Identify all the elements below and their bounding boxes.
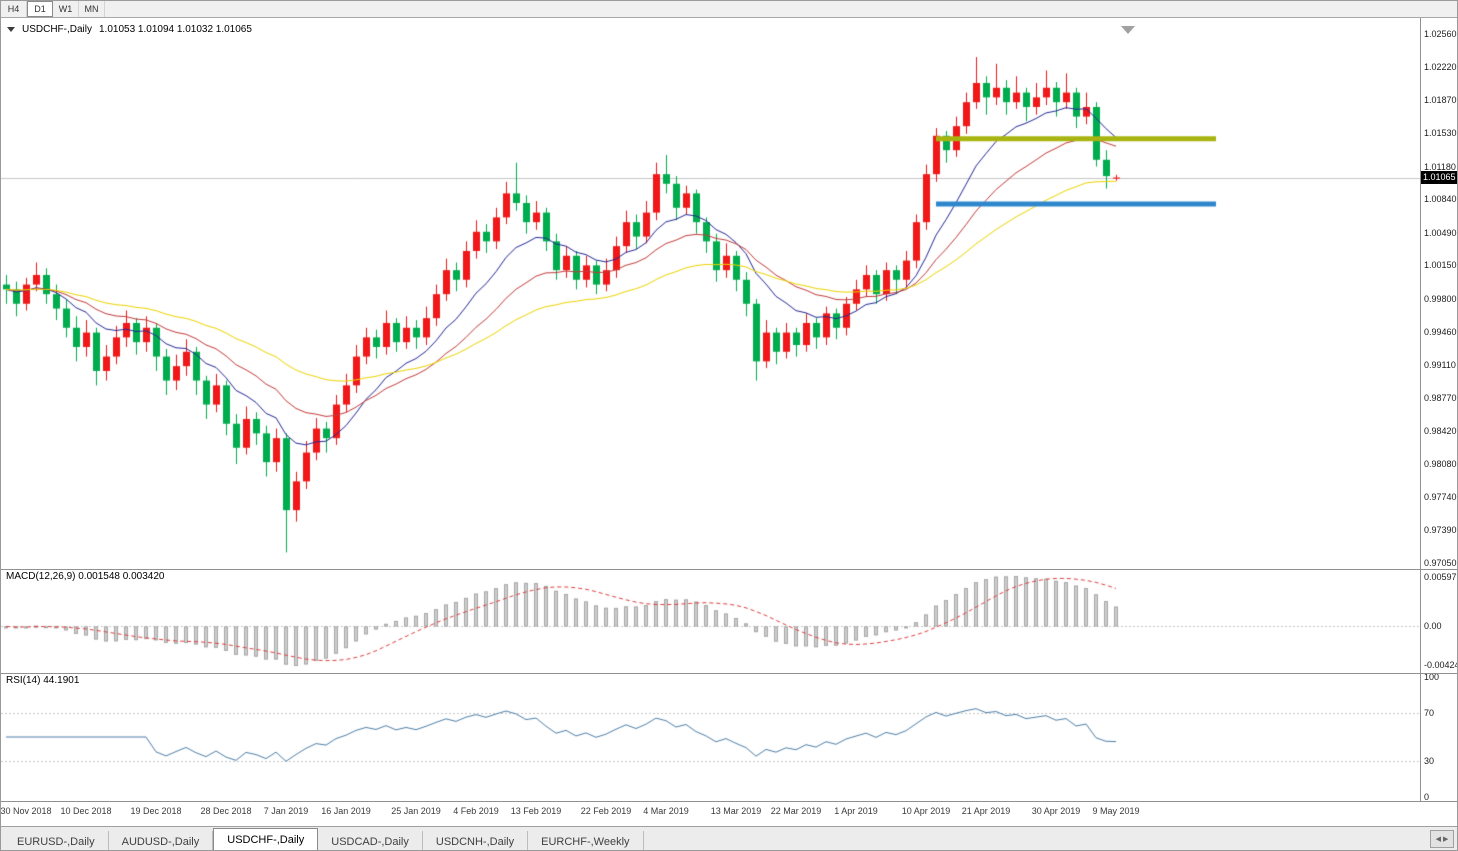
ohlc-values: 1.01053 1.01094 1.01032 1.01065 bbox=[99, 24, 252, 35]
date-axis-label: 25 Jan 2019 bbox=[391, 806, 441, 816]
timeframe-toolbar: H4 D1 W1 MN bbox=[1, 1, 1457, 18]
timeframe-button-mn[interactable]: MN bbox=[79, 1, 105, 17]
rsi-axis-tick: 70 bbox=[1424, 708, 1435, 718]
rsi-axis-tick: 0 bbox=[1424, 792, 1430, 802]
chart-symbol-label: USDCHF-,Daily 1.01053 1.01094 1.01032 1.… bbox=[7, 24, 252, 35]
price-axis-tick: 0.98080 bbox=[1424, 459, 1457, 469]
collapse-triangle-icon[interactable] bbox=[7, 27, 15, 32]
price-axis-tick: 1.01180 bbox=[1424, 162, 1456, 172]
chart-tab-usdchf[interactable]: USDCHF-,Daily bbox=[213, 828, 319, 850]
date-axis-label: 4 Mar 2019 bbox=[643, 806, 689, 816]
current-price-badge: 1.01065 bbox=[1421, 171, 1457, 184]
rsi-axis-tick: 100 bbox=[1424, 672, 1440, 682]
symbol-name: USDCHF-,Daily bbox=[22, 24, 92, 35]
date-axis-label: 10 Dec 2018 bbox=[60, 806, 112, 816]
chart-tab-eurchf[interactable]: EURCHF-,Weekly bbox=[528, 831, 644, 850]
rsi-indicator-label: RSI(14) 44.1901 bbox=[6, 675, 80, 686]
timeframe-button-h4[interactable]: H4 bbox=[1, 1, 27, 17]
price-axis-tick: 0.99460 bbox=[1424, 327, 1457, 337]
macd-indicator-label: MACD(12,26,9) 0.001548 0.003420 bbox=[6, 571, 165, 582]
tab-scroll-left-icon[interactable]: ◀ bbox=[1435, 836, 1441, 843]
tab-scroll-right-icon[interactable]: ▶ bbox=[1443, 836, 1449, 843]
date-axis-label: 13 Mar 2019 bbox=[710, 806, 762, 816]
price-axis-tick: 0.97740 bbox=[1424, 492, 1457, 502]
date-axis-label: 30 Nov 2018 bbox=[0, 806, 52, 816]
macd-axis-tick: 0.00597 bbox=[1424, 572, 1457, 582]
date-axis-label: 13 Feb 2019 bbox=[510, 806, 562, 816]
macd-panel-divider[interactable] bbox=[1, 569, 1457, 570]
rsi-axis-tick: 30 bbox=[1424, 756, 1435, 766]
chart-tab-usdcad[interactable]: USDCAD-,Daily bbox=[318, 831, 423, 850]
price-axis-tick: 0.97050 bbox=[1424, 558, 1457, 568]
price-axis-tick: 0.98770 bbox=[1424, 393, 1457, 403]
date-axis-label: 22 Mar 2019 bbox=[770, 806, 822, 816]
chart-canvas[interactable] bbox=[1, 18, 1420, 801]
price-axis-tick: 1.00490 bbox=[1424, 228, 1457, 238]
date-axis-label: 19 Dec 2018 bbox=[130, 806, 182, 816]
chart-tab-bar: EURUSD-,Daily AUDUSD-,Daily USDCHF-,Daily U… bbox=[1, 826, 1457, 850]
date-axis-label: 10 Apr 2019 bbox=[901, 806, 951, 816]
date-axis-label: 9 May 2019 bbox=[1092, 806, 1140, 816]
price-axis-tick: 1.00150 bbox=[1424, 260, 1457, 270]
date-axis-label: 30 Apr 2019 bbox=[1031, 806, 1081, 816]
macd-axis-tick: 0.00 bbox=[1424, 621, 1442, 631]
price-axis-separator bbox=[1420, 18, 1421, 801]
date-axis-label: 22 Feb 2019 bbox=[580, 806, 632, 816]
timeframe-button-d1[interactable]: D1 bbox=[27, 1, 53, 17]
date-axis-label: 1 Apr 2019 bbox=[834, 806, 878, 816]
price-axis-tick: 0.99110 bbox=[1424, 360, 1456, 370]
macd-axis-tick: -0.00424 bbox=[1424, 660, 1458, 670]
date-axis-label: 16 Jan 2019 bbox=[321, 806, 371, 816]
price-axis-tick: 0.98420 bbox=[1424, 426, 1457, 436]
chart-tab-eurusd[interactable]: EURUSD-,Daily bbox=[4, 831, 109, 850]
price-axis-tick: 1.02220 bbox=[1424, 62, 1457, 72]
chart-tab-audusd[interactable]: AUDUSD-,Daily bbox=[108, 831, 214, 850]
rsi-panel-divider[interactable] bbox=[1, 673, 1457, 674]
date-axis-label: 7 Jan 2019 bbox=[263, 806, 309, 816]
price-axis-tick: 0.97390 bbox=[1424, 525, 1457, 535]
date-axis-label: 21 Apr 2019 bbox=[961, 806, 1011, 816]
price-axis-tick: 1.01870 bbox=[1424, 95, 1457, 105]
price-axis-tick: 1.02560 bbox=[1424, 29, 1457, 39]
chart-shift-marker-icon[interactable] bbox=[1121, 26, 1135, 34]
tab-scroll-buttons[interactable]: ◀ ▶ bbox=[1430, 830, 1454, 848]
price-axis-tick: 0.99800 bbox=[1424, 294, 1457, 304]
date-axis-divider bbox=[1, 801, 1457, 802]
price-axis-tick: 1.00840 bbox=[1424, 194, 1457, 204]
date-axis-label: 4 Feb 2019 bbox=[453, 806, 499, 816]
date-axis: 30 Nov 2018 10 Dec 2018 19 Dec 2018 28 Dec … bbox=[0, 801, 1457, 826]
price-axis-tick: 1.01530 bbox=[1424, 128, 1457, 138]
timeframe-button-w1[interactable]: W1 bbox=[53, 1, 79, 17]
chart-tab-usdcnh[interactable]: USDCNH-,Daily bbox=[422, 831, 529, 850]
date-axis-label: 28 Dec 2018 bbox=[200, 806, 252, 816]
